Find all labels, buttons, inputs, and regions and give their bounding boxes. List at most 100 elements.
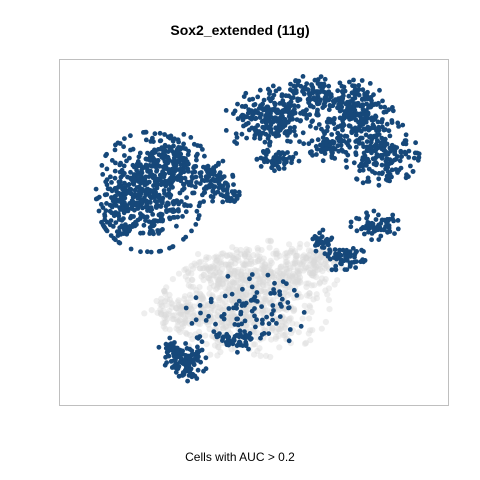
cell-point-below-threshold: [188, 306, 195, 313]
cell-point-above-threshold: [329, 153, 335, 159]
cell-point-above-threshold: [315, 137, 321, 143]
cell-point-above-threshold: [230, 172, 236, 178]
cell-point-below-threshold: [211, 342, 219, 349]
cell-point-below-threshold: [225, 286, 232, 293]
cell-point-below-threshold: [188, 305, 195, 312]
cell-point-below-threshold: [233, 246, 240, 253]
cells-above-threshold-layer: [93, 74, 422, 384]
cell-point-below-threshold: [263, 290, 270, 297]
cell-point-below-threshold: [209, 302, 216, 309]
cell-point-above-threshold: [191, 190, 197, 196]
cell-point-above-threshold: [327, 256, 333, 262]
cell-point-above-threshold: [243, 343, 249, 349]
cell-point-above-threshold: [282, 123, 288, 128]
cell-point-above-threshold: [164, 181, 170, 187]
cell-point-below-threshold: [224, 253, 231, 260]
cell-point-above-threshold: [183, 341, 189, 346]
cell-point-above-threshold: [332, 126, 338, 132]
cell-point-above-threshold: [354, 176, 360, 182]
cell-point-below-threshold: [187, 283, 194, 290]
cell-point-above-threshold: [166, 157, 172, 163]
cell-point-below-threshold: [229, 254, 236, 261]
cell-point-below-threshold: [177, 303, 184, 310]
cell-point-above-threshold: [161, 181, 166, 187]
cell-point-above-threshold: [168, 145, 174, 151]
cell-point-above-threshold: [131, 202, 136, 208]
cell-point-above-threshold: [239, 104, 245, 109]
cell-point-below-threshold: [215, 303, 222, 311]
cell-point-below-threshold: [213, 274, 220, 281]
cell-point-above-threshold: [201, 199, 207, 204]
cell-point-above-threshold: [342, 267, 348, 272]
cell-point-below-threshold: [234, 277, 241, 284]
cell-point-above-threshold: [331, 121, 337, 126]
cell-point-above-threshold: [369, 101, 374, 107]
cell-point-below-threshold: [261, 261, 268, 268]
cell-point-above-threshold: [322, 76, 328, 82]
cell-point-above-threshold: [308, 123, 313, 129]
cell-point-above-threshold: [150, 212, 156, 217]
cell-point-above-threshold: [379, 162, 385, 168]
cell-point-above-threshold: [193, 174, 199, 180]
cell-point-above-threshold: [356, 216, 362, 222]
cell-point-above-threshold: [188, 179, 194, 185]
cell-point-above-threshold: [387, 229, 393, 234]
cell-point-below-threshold: [245, 254, 252, 261]
cell-point-above-threshold: [332, 116, 337, 121]
cell-point-below-threshold: [181, 293, 189, 300]
cell-point-above-threshold: [376, 237, 382, 243]
cell-point-above-threshold: [121, 216, 126, 222]
cell-point-below-threshold: [260, 255, 267, 262]
cell-point-above-threshold: [282, 117, 288, 122]
cell-point-above-threshold: [153, 149, 158, 155]
cell-point-above-threshold: [366, 166, 372, 172]
cell-point-above-threshold: [310, 236, 316, 242]
cell-point-above-threshold: [338, 258, 344, 263]
cell-point-above-threshold: [181, 182, 187, 188]
cell-point-above-threshold: [113, 203, 119, 208]
cell-point-below-threshold: [256, 256, 263, 263]
cell-point-below-threshold: [162, 298, 169, 305]
cell-point-below-threshold: [233, 273, 240, 280]
cell-point-below-threshold: [219, 280, 226, 287]
cell-point-below-threshold: [286, 267, 293, 274]
cell-point-below-threshold: [306, 293, 313, 300]
cell-point-below-threshold: [300, 252, 307, 259]
cell-point-above-threshold: [278, 125, 284, 131]
cell-point-above-threshold: [390, 105, 395, 110]
cell-point-below-threshold: [202, 256, 209, 263]
cell-point-below-threshold: [307, 270, 314, 277]
cell-point-below-threshold: [179, 320, 186, 327]
cell-point-below-threshold: [275, 273, 282, 281]
cell-point-below-threshold: [325, 297, 332, 304]
cell-point-above-threshold: [354, 228, 360, 234]
cell-point-below-threshold: [289, 279, 296, 286]
cell-point-above-threshold: [285, 138, 290, 144]
cell-point-above-threshold: [170, 138, 176, 144]
cell-point-below-threshold: [162, 290, 169, 297]
cell-point-below-threshold: [313, 263, 320, 271]
cell-point-below-threshold: [231, 268, 238, 275]
cell-point-above-threshold: [363, 161, 369, 167]
cell-point-above-threshold: [393, 167, 399, 172]
cell-point-below-threshold: [166, 307, 173, 314]
cell-point-below-threshold: [243, 291, 250, 298]
cell-point-below-threshold: [277, 264, 284, 271]
cell-point-below-threshold: [217, 274, 224, 281]
cell-point-above-threshold: [162, 142, 168, 148]
cell-point-below-threshold: [227, 280, 234, 287]
cell-point-below-threshold: [303, 255, 310, 262]
cell-point-below-threshold: [188, 262, 195, 269]
cell-point-above-threshold: [117, 162, 123, 168]
cell-point-above-threshold: [350, 96, 356, 102]
cell-point-below-threshold: [233, 255, 240, 262]
cell-point-below-threshold: [311, 261, 318, 268]
cell-point-below-threshold: [195, 251, 202, 258]
cell-point-above-threshold: [220, 334, 226, 340]
cell-point-below-threshold: [296, 270, 303, 277]
cell-point-above-threshold: [353, 144, 359, 150]
cell-point-below-threshold: [287, 265, 294, 272]
cell-point-below-threshold: [291, 272, 299, 279]
cell-point-above-threshold: [130, 146, 136, 152]
cell-point-above-threshold: [375, 227, 381, 233]
